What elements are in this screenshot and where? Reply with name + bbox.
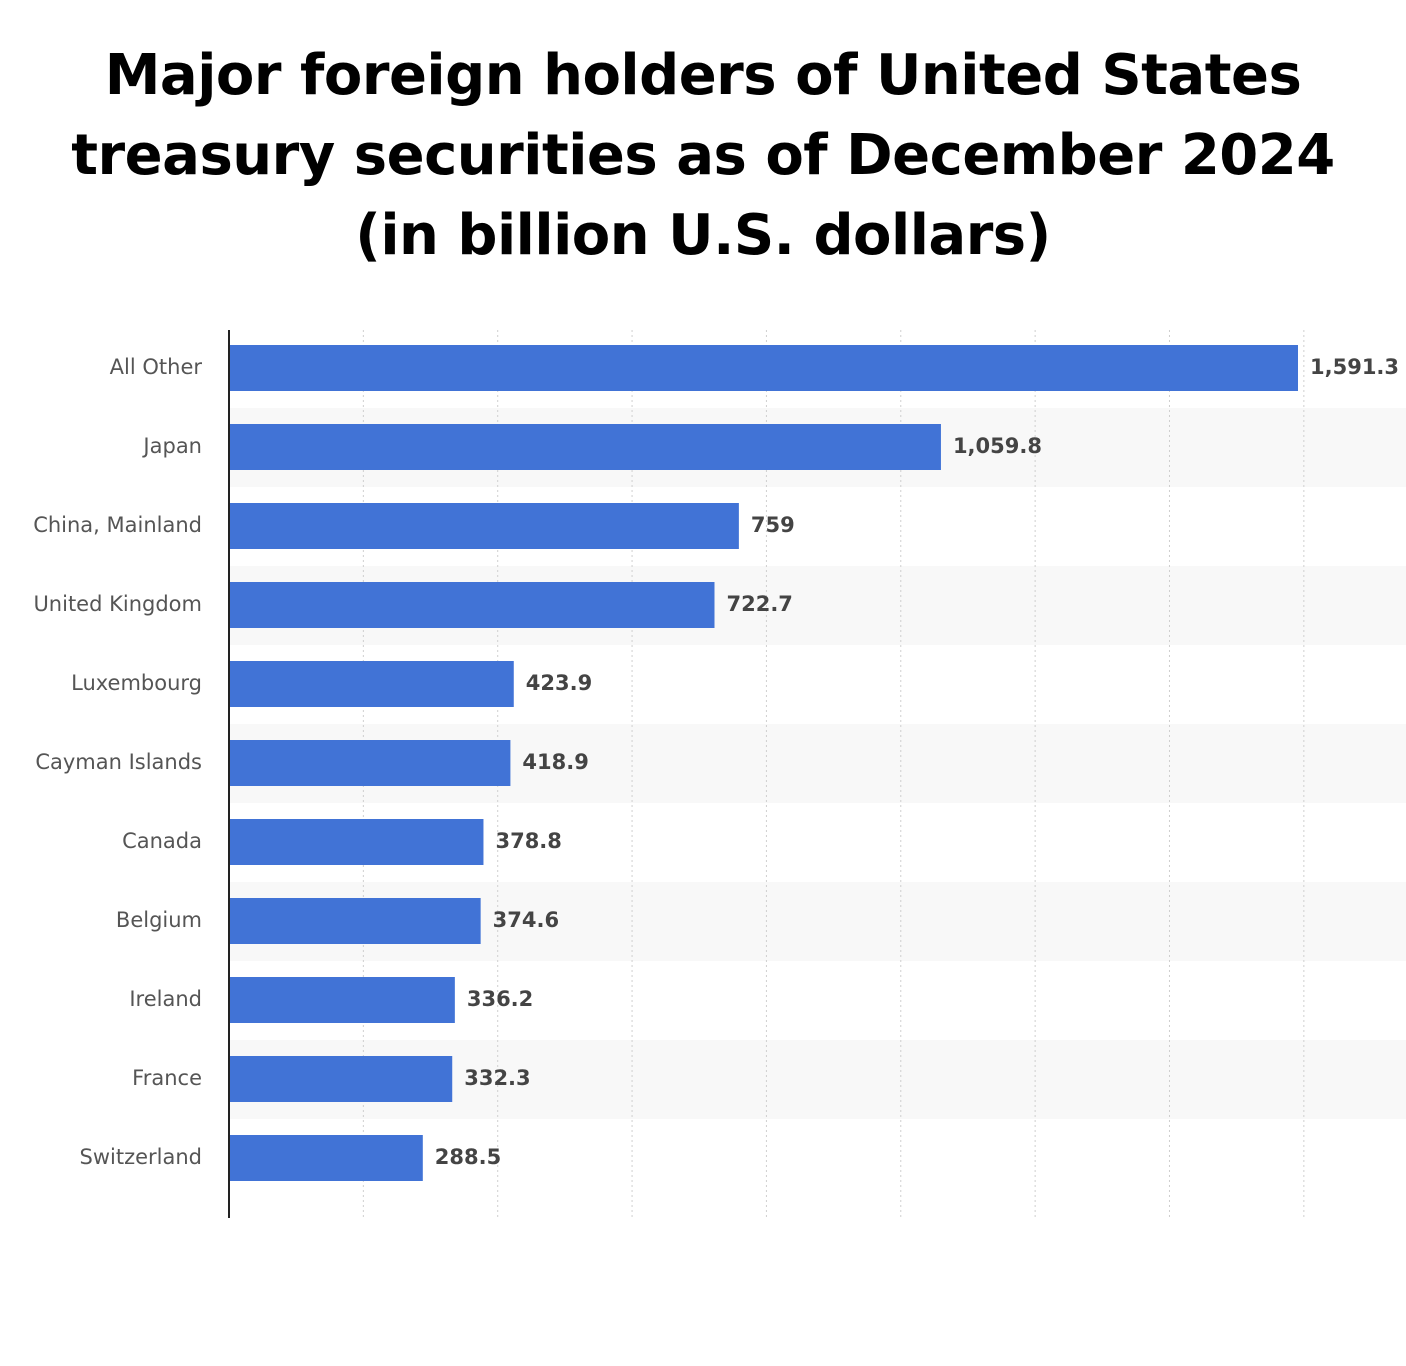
category-label: Ireland xyxy=(129,987,202,1011)
bar xyxy=(229,424,941,470)
category-label: Belgium xyxy=(116,908,202,932)
value-label: 378.8 xyxy=(495,829,561,853)
title-line-1: Major foreign holders of United States xyxy=(104,43,1302,108)
bars xyxy=(229,345,1298,1181)
bar xyxy=(229,740,511,786)
bar xyxy=(229,1056,453,1102)
bar xyxy=(229,977,455,1023)
bar xyxy=(229,345,1298,391)
category-label: Switzerland xyxy=(80,1145,203,1169)
bar xyxy=(229,819,484,865)
chart-title: Major foreign holders of United States t… xyxy=(0,36,1406,276)
value-labels: 1,591.3 1,059.8 759 722.7 423.9 418.9 378.8 374… xyxy=(435,355,1399,1169)
category-label: United Kingdom xyxy=(33,592,202,616)
category-labels: All Other Japan China, Mainland United King… xyxy=(33,355,202,1169)
title-line-3: (in billion U.S. dollars) xyxy=(355,203,1051,268)
value-label: 332.3 xyxy=(464,1066,530,1090)
category-label: All Other xyxy=(110,355,203,379)
value-label: 423.9 xyxy=(526,671,592,695)
bar xyxy=(229,582,715,628)
category-label: Canada xyxy=(122,829,202,853)
value-label: 336.2 xyxy=(467,987,533,1011)
value-label: 1,059.8 xyxy=(953,434,1042,458)
value-label: 722.7 xyxy=(726,592,792,616)
category-label: Cayman Islands xyxy=(35,750,202,774)
bar xyxy=(229,661,514,707)
bar xyxy=(229,1135,423,1181)
bar xyxy=(229,503,739,549)
value-label: 288.5 xyxy=(435,1145,501,1169)
category-label: Japan xyxy=(141,434,202,458)
title-line-2: treasury securities as of December 2024 xyxy=(71,123,1335,188)
category-label: France xyxy=(132,1066,202,1090)
value-label: 759 xyxy=(751,513,795,537)
value-label: 1,591.3 xyxy=(1310,355,1399,379)
category-label: China, Mainland xyxy=(33,513,202,537)
category-label: Luxembourg xyxy=(71,671,202,695)
bar-chart: All Other Japan China, Mainland United King… xyxy=(33,330,1406,1218)
bar xyxy=(229,898,481,944)
value-label: 418.9 xyxy=(522,750,588,774)
value-label: 374.6 xyxy=(493,908,559,932)
